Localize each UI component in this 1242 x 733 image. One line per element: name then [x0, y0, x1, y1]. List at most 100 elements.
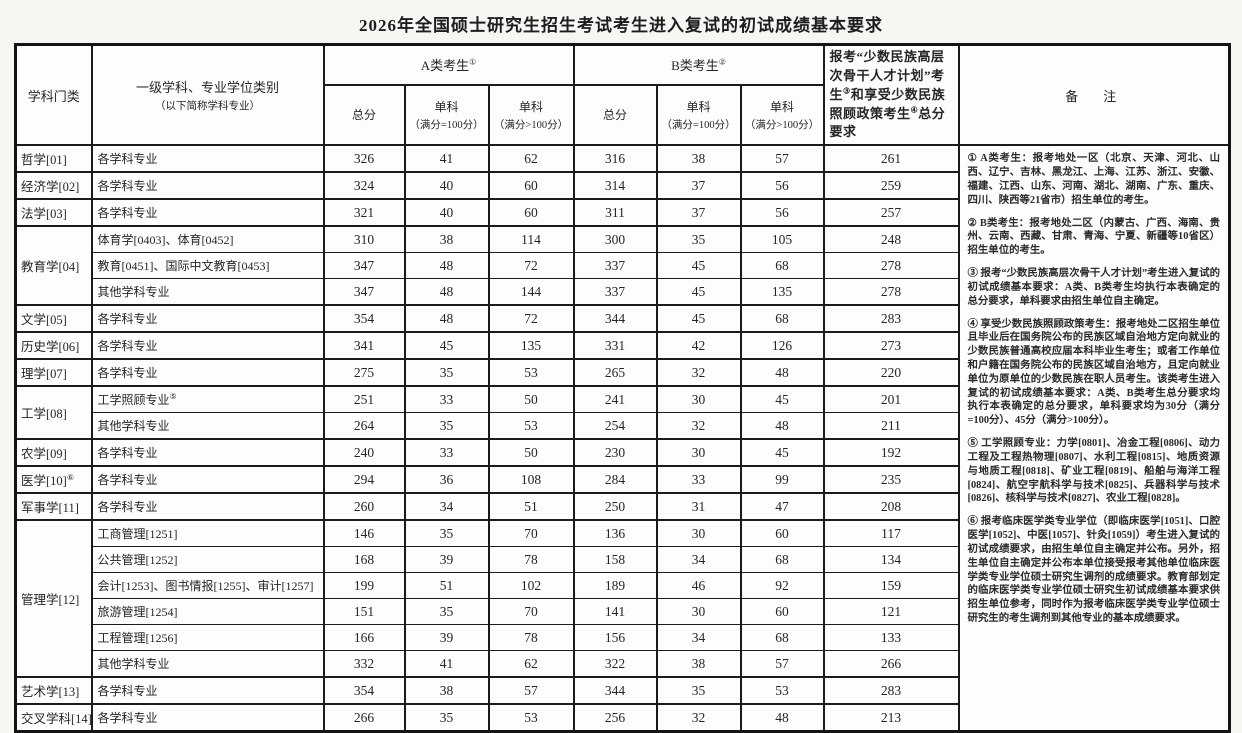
a-total-cell: 341	[322, 331, 405, 360]
note-5: ⑤ 工学照顾专业：力学[0801]、冶金工程[0806]、动力工程及工程热物理[…	[967, 438, 1221, 505]
a-single100-cell: 48	[403, 252, 489, 279]
minority-text-2: 和享受少数民族照顾政策考生	[829, 86, 946, 121]
discipline-cell: 教育[0451]、国际中文教育[0453]	[90, 252, 324, 279]
minority-total-cell: 278	[822, 278, 959, 306]
a-single100-cell: 38	[403, 676, 489, 705]
b-total-cell: 189	[572, 572, 657, 599]
b-single100-cell: 45	[655, 278, 741, 306]
table-row: 理学[07] 各学科专业 275 35 53 265 32 48 220	[14, 358, 1230, 387]
b-single100-cell: 30	[655, 438, 741, 467]
discipline-cell: 各学科专业	[90, 438, 324, 467]
a-singleover100-cell: 135	[487, 331, 574, 360]
category-cell: 文学[05]	[14, 304, 92, 333]
a-total-cell: 168	[322, 546, 405, 573]
header-group-a: A类考生①	[322, 43, 574, 85]
category-footnote-mark: ⑥	[66, 473, 74, 483]
b-singleover100-cell: 60	[739, 519, 824, 547]
table-row: 其他学科专业 332 41 62 322 38 57 266	[16, 650, 1230, 678]
b-single100-cell: 31	[655, 492, 741, 521]
group-b-footnote-mark: ②	[718, 58, 726, 67]
a-singleover100-cell: 72	[487, 252, 574, 279]
discipline-cell: 各学科专业	[90, 171, 324, 200]
b-singleover100-cell: 68	[739, 624, 824, 651]
table-row: 医学[10]⑥ 各学科专业 294 36 108 284 33 99 235	[14, 465, 1230, 494]
category-cell: 管理学[12]	[14, 519, 92, 678]
a-single100-cell: 39	[403, 624, 489, 651]
b-singleover100-cell: 48	[739, 358, 824, 387]
minority-total-cell: 213	[822, 703, 959, 732]
a-total-cell: 354	[322, 676, 405, 705]
discipline-cell: 各学科专业	[90, 676, 324, 705]
minority-total-cell: 134	[822, 546, 959, 573]
discipline-cell: 工商管理[1251]	[90, 519, 324, 547]
a-single100-cell: 40	[403, 198, 489, 227]
b-single100-cell: 32	[655, 358, 741, 387]
a-single100-cell: 45	[403, 331, 489, 360]
b-single100-cell: 33	[655, 465, 741, 494]
table-row: 哲学[01] 各学科专业 326 41 62 316 38 57 261 ① A…	[14, 144, 1230, 732]
b-total-cell: 265	[572, 358, 657, 387]
b-total-cell: 322	[572, 650, 657, 678]
category-cell: 医学[10]⑥	[14, 465, 92, 494]
a-singleover100-cell: 53	[487, 703, 574, 732]
discipline-cell: 各学科专业	[90, 304, 324, 333]
a-total-cell: 321	[322, 198, 405, 227]
minority-total-cell: 248	[822, 225, 959, 253]
b-single100-cell: 30	[655, 519, 741, 547]
category-cell: 军事学[11]	[14, 492, 92, 521]
table-row: 会计[1253]、图书情报[1255]、审计[1257] 199 51 102 …	[16, 572, 1230, 599]
b-single100-cell: 34	[655, 624, 741, 651]
b-total-cell: 156	[572, 624, 657, 651]
a-single100-cell: 35	[403, 703, 489, 732]
a-total-cell: 260	[322, 492, 405, 521]
minority-footnote-mark-3: ③	[843, 86, 851, 96]
a-singleover100-cell: 144	[487, 278, 574, 306]
b-single100-cell: 32	[655, 412, 741, 440]
minority-text-1: 报考“少数民族高层次骨干人才计划”考生	[829, 49, 945, 102]
minority-total-cell: 117	[822, 519, 959, 547]
b-singleover100-cell: 105	[739, 225, 824, 253]
category-cell: 工学[08]	[14, 385, 92, 440]
table-row: 文学[05] 各学科专业 354 48 72 344 45 68 283	[14, 304, 1230, 333]
discipline-cell: 其他学科专业	[90, 650, 324, 678]
header-b-single-100: 单科 （满分=100分）	[655, 83, 741, 146]
discipline-cell: 会计[1253]、图书情报[1255]、审计[1257]	[90, 572, 324, 599]
a-single100-cell: 33	[403, 385, 489, 413]
b-single100-cell: 45	[655, 304, 741, 333]
table-row: 工学[08] 工学照顾专业⑤ 251 33 50 241 30 45 201	[14, 385, 1230, 440]
header-group-b: B类考生②	[572, 43, 824, 85]
header-b-total: 总分	[572, 83, 657, 146]
category-cell: 哲学[01]	[14, 144, 92, 173]
table-row: 旅游管理[1254] 151 35 70 141 30 60 121	[16, 598, 1230, 625]
a-single100-cell: 35	[403, 358, 489, 387]
discipline-cell: 各学科专业	[90, 703, 324, 732]
minority-total-cell: 159	[822, 572, 959, 599]
header-discipline-line2: （以下简称学科专业）	[155, 101, 260, 113]
table-header: 学科门类 一级学科、专业学位类别 （以下简称学科专业） A类考生① B类考生② …	[14, 43, 1230, 146]
minority-footnote-mark-4: ④	[910, 105, 919, 115]
b-total-cell: 141	[572, 598, 657, 625]
a-singleover100-cell: 102	[487, 572, 574, 599]
a-singleover100-cell: 114	[487, 225, 574, 253]
b-singleover100-cell: 48	[739, 412, 824, 440]
a-singleover100-cell: 53	[487, 412, 574, 440]
group-a-label: A类考生	[420, 58, 470, 74]
header-subject-category: 学科门类	[14, 43, 92, 146]
b-single100-cell: 30	[655, 385, 741, 413]
minority-total-cell: 261	[822, 144, 959, 173]
b-singleover100-cell: 56	[739, 198, 824, 227]
category-cell: 教育学[04]	[14, 225, 92, 306]
b-singleover100-cell: 68	[739, 304, 824, 333]
discipline-cell: 各学科专业	[90, 144, 324, 173]
a-total-cell: 310	[322, 225, 405, 253]
category-cell: 经济学[02]	[14, 171, 92, 200]
a-total-cell: 275	[322, 358, 405, 387]
b-singleover100-cell: 99	[739, 465, 824, 494]
b-singleover100-cell: 68	[739, 252, 824, 279]
table-row: 农学[09] 各学科专业 240 33 50 230 30 45 192	[14, 438, 1230, 467]
minority-total-cell: 208	[822, 492, 959, 521]
b-singleover100-cell: 57	[739, 144, 824, 173]
a-singleover100-cell: 60	[487, 171, 574, 200]
discipline-cell: 各学科专业	[90, 492, 324, 521]
b-total-cell: 254	[572, 412, 657, 440]
